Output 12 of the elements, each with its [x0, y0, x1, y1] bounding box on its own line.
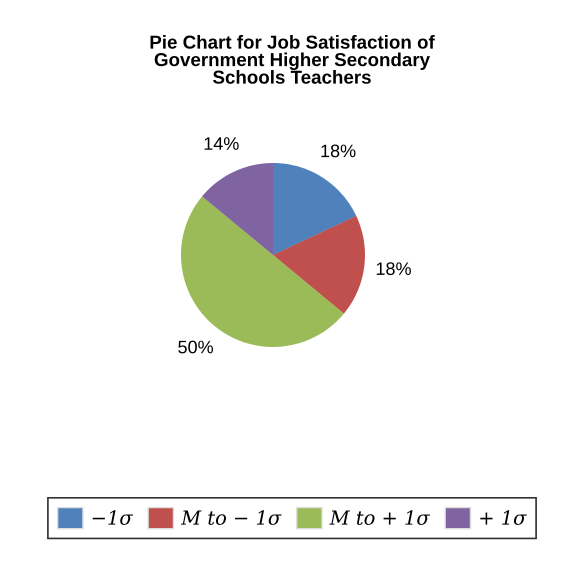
- data-label: 18%: [376, 262, 411, 276]
- pie-slice: [273, 216, 365, 314]
- legend-label: + 1σ: [480, 510, 527, 525]
- data-label: 18%: [321, 144, 356, 158]
- chart-title: Pie Chart for Job Satisfaction of Government Higher Secondary Schools Teachers: [150, 35, 435, 84]
- pie-slice: [273, 163, 356, 255]
- legend-label: M to − 1σ: [180, 510, 282, 525]
- pie-slice: [202, 163, 273, 255]
- legend-label: −1σ: [92, 510, 134, 525]
- data-label: 14%: [204, 137, 239, 150]
- data-label: 50%: [178, 340, 214, 354]
- legend-label: M to + 1σ: [329, 510, 430, 525]
